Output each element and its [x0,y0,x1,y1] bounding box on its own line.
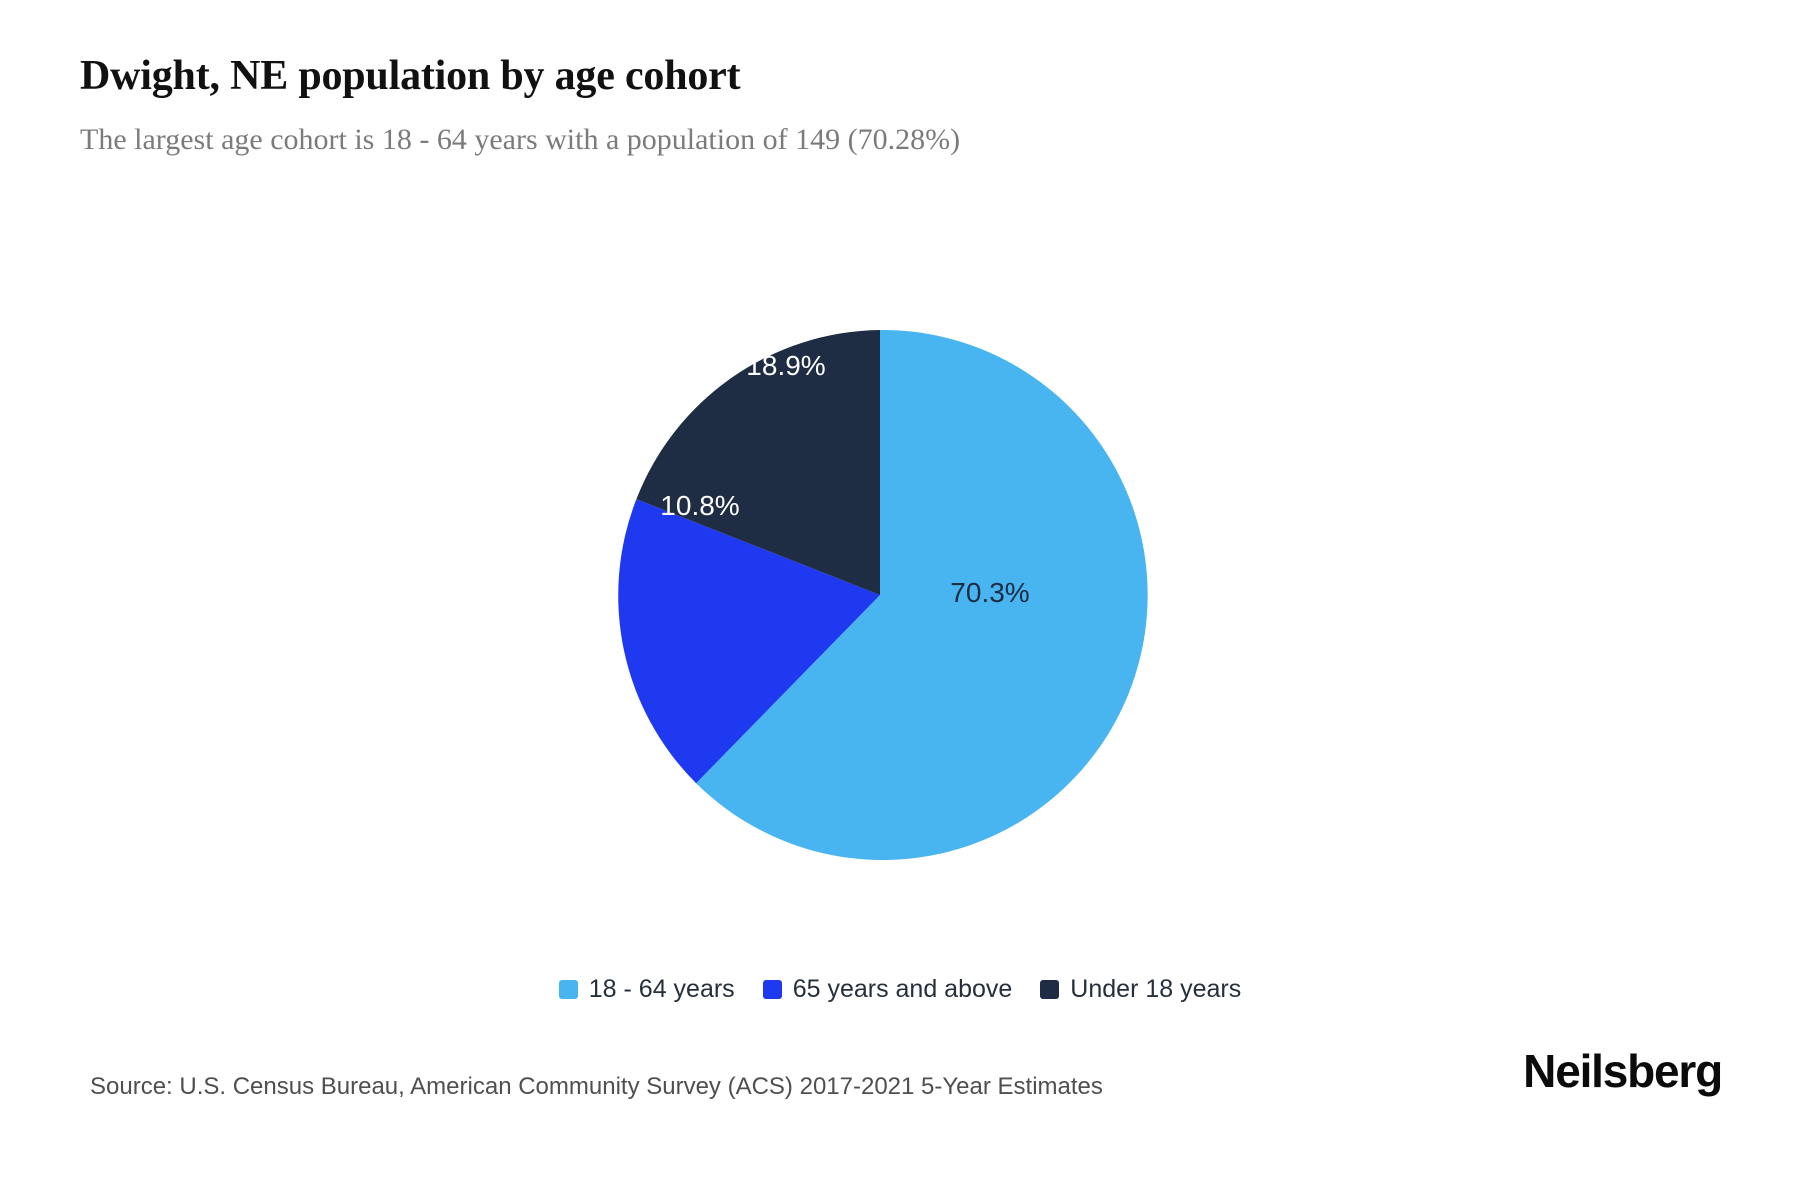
legend-label-1: 65 years and above [792,975,1013,1003]
pie-chart-svg: 70.3% 18.9% 10.8% [618,329,1148,860]
legend-item-1[interactable]: 65 years and above [762,975,1013,1004]
pie-slice-label-1: 18.9% [746,350,825,381]
legend-item-0[interactable]: 18 - 64 years [558,975,735,1004]
pie-slice-label-2: 10.8% [660,490,739,521]
pie-chart: 70.3% 18.9% 10.8% [618,329,1148,860]
legend-swatch-icon-2 [1040,980,1060,999]
chart-subtitle: The largest age cohort is 18 - 64 years … [80,123,961,156]
pie-slice-1[interactable] [618,499,880,784]
pie-slice-2[interactable] [636,330,880,595]
legend-label-2: Under 18 years [1070,975,1242,1003]
chart-legend: 18 - 64 years 65 years and above Under 1… [0,975,1800,1004]
legend-item-2[interactable]: Under 18 years [1040,975,1241,1004]
pie-slice-0[interactable] [696,329,1148,860]
legend-swatch-icon-1 [762,980,782,999]
pie-slice-label-0: 70.3% [950,577,1029,608]
page-title: Dwight, NE population by age cohort [80,53,741,99]
legend-swatch-icon-0 [558,980,578,999]
brand-logo: Neilsberg [1523,1045,1723,1097]
source-note: Source: U.S. Census Bureau, American Com… [90,1073,1103,1100]
legend-label-0: 18 - 64 years [588,975,735,1003]
